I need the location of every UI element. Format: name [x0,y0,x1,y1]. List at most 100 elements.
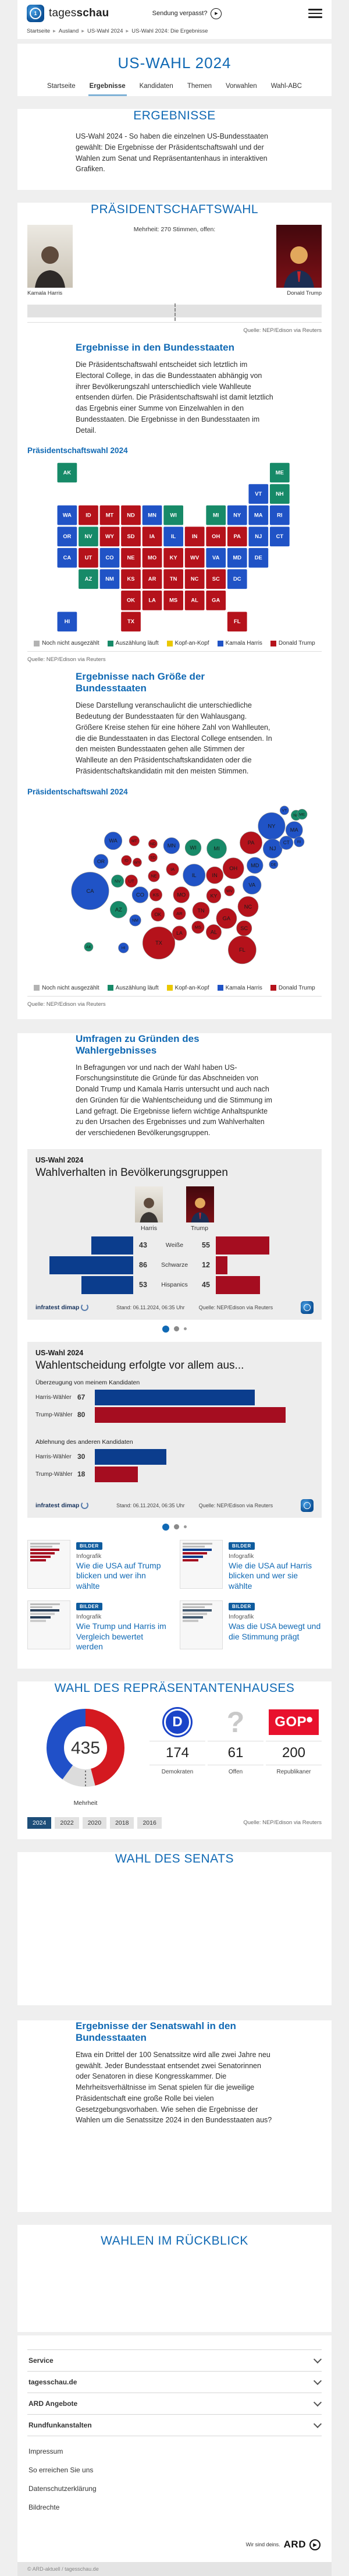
bubble-label-AL: AL [211,929,217,935]
breadcrumb-item[interactable]: Ausland [58,28,79,34]
footer-link-datenschutzerkl-rung[interactable]: Datenschutzerklärung [29,2485,97,2493]
accordion-label: tagesschau.de [29,2378,77,2386]
bubble-label-CT: CT [283,840,290,845]
teaser-title[interactable]: Wie die USA auf Trump blicken und wer ih… [76,1560,161,1591]
breadcrumb-item[interactable]: US-Wahl 2024 [87,28,123,34]
house-stat-demokraten: D 174 Demokraten [149,1704,205,1775]
tab-wahl-abc[interactable]: Wahl-ABC [270,83,302,90]
bubble-SD [148,852,158,862]
bubble-chart-title: Präsidentschaftswahl 2024 [27,787,128,796]
carousel-dot[interactable] [162,1523,169,1531]
carousel-dot[interactable] [184,1525,187,1529]
tagesschau-logo[interactable]: 1 tagesschau [27,5,109,22]
play-icon[interactable]: ▶ [211,8,222,19]
bubble-label-WY: WY [134,861,140,865]
bubble-label-AZ: AZ [115,906,122,912]
legend-item: Kopf-an-Kopf [166,985,209,991]
breadcrumb-item[interactable]: US-Wahl 2024: Die Ergebnisse [131,28,208,34]
legend-label: Auszählung läuft [115,640,159,647]
missed-broadcast-link[interactable]: Sendung verpasst? ▶ [152,8,222,19]
year-button-2022[interactable]: 2022 [55,1817,79,1829]
footer-link-so-erreichen-sie-uns[interactable]: So erreichen Sie uns [29,2466,94,2474]
legend-item: Donald Trump [270,640,315,646]
bubble-IA [166,863,179,876]
results-intro-card: ERGEBNISSE US-Wahl 2024 - So haben die e… [17,109,332,190]
year-button-2018[interactable]: 2018 [110,1817,134,1829]
teaser-card[interactable]: BILDER Infografik Wie die USA auf Trump bl… [27,1539,169,1592]
bubble-KS [149,888,162,901]
carousel-dot[interactable] [174,1524,179,1530]
polls-section-text: In Befragungen vor und nach der Wahl hab… [76,1063,272,1137]
voter-group-label: Trump-Wähler [35,1411,73,1418]
tab-ergebnisse[interactable]: Ergebnisse [88,79,127,96]
bubble-MO [173,886,190,903]
thumb-line [183,1542,213,1545]
state-tile-HI [57,612,77,632]
legend-item: Donald Trump [270,985,315,991]
bubble-label-NJ: NJ [269,846,276,851]
bubble-label-IN: IN [212,872,218,878]
footer-link-impressum[interactable]: Impressum [29,2447,63,2455]
thumb-bar [30,1616,51,1619]
legend-item: Auszählung läuft [107,640,159,647]
state-label-SD: SD [127,533,135,539]
teaser-title[interactable]: Wie die USA auf Harris blicken und wer s… [229,1560,312,1591]
party-label: Republikaner [276,1768,311,1775]
majority-note: Mehrheit: 270 Stimmen, offen: [133,226,216,233]
decision-infographic: US-Wahl 2024 Wahlentscheidung erfolgte v… [27,1341,322,1518]
senate-states-card: Ergebnisse der Senatswahl in den Bundess… [17,2020,332,2212]
bubble-label-IL: IL [192,872,197,878]
year-button-2024[interactable]: 2024 [27,1817,52,1829]
year-button-2016[interactable]: 2016 [137,1817,162,1829]
decision-value: 18 [77,1470,86,1479]
teaser-title[interactable]: Was die USA bewegt und die Stimmung präg… [229,1621,321,1641]
teaser-card[interactable]: BILDER Infografik Was die USA bewegt und d… [180,1600,322,1652]
senate-states-text: Etwa ein Drittel der 100 Senatssitze wir… [76,2050,272,2125]
tagesschau-logo-text: tagesschau [49,7,109,19]
divider [27,322,322,323]
bubble-label-CO: CO [136,892,144,897]
states-section-title: Ergebnisse in den Bundesstaaten [76,342,235,353]
category-label: Hispanics [161,1281,188,1289]
breadcrumb-item[interactable]: Startseite [27,28,51,34]
footer-accordion-rundfunkanstalten[interactable]: Rundfunkanstalten [27,2414,322,2436]
demographics-bars: 43 Weiße 55 86 Schwarze 12 53 Hispanics 45 [35,1236,314,1294]
tab-vorwahlen[interactable]: Vorwahlen [226,83,257,90]
footer-accordion-tagesschau-de[interactable]: tagesschau.de [27,2371,322,2393]
infratest-dimap-logo: infratest dimap [35,1303,89,1312]
tab-kandidaten[interactable]: Kandidaten [139,83,173,90]
legend-swatch [270,640,276,646]
state-tile-ND [121,506,141,525]
tab-themen[interactable]: Themen [187,83,212,90]
trump-value: 45 [202,1281,210,1289]
footer-accordion-ard-angebote[interactable]: ARD Angebote [27,2393,322,2414]
demographics-kicker: US-Wahl 2024 [35,1156,84,1164]
state-tile-LA [142,591,162,610]
carousel-dot[interactable] [174,1326,179,1332]
house-card: WAHL DES REPRÄSENTANTENHAUSES 435 Mehrhe… [17,1681,332,1839]
carousel-dot[interactable] [162,1325,169,1333]
legend-swatch [166,985,173,991]
state-label-NY: NY [233,513,241,518]
senate-title: WAHL DES SENATS [115,1851,234,1865]
year-button-2020[interactable]: 2020 [82,1817,107,1829]
bubble-NJ [262,838,283,858]
carousel-dot[interactable] [184,1327,187,1331]
bubble-AR [173,906,186,920]
bubble-WV [224,885,235,896]
teaser-title[interactable]: Wie Trump und Harris im Vergleich bewert… [76,1621,166,1652]
state-label-NV: NV [84,533,92,539]
trump-bar-zone [216,1236,314,1255]
footer-accordion-service[interactable]: Service [27,2349,322,2371]
dimap-icon [81,1501,89,1510]
tab-startseite[interactable]: Startseite [47,83,76,90]
teaser-card[interactable]: BILDER Infografik Wie Trump und Harris im … [27,1600,169,1652]
thumb-bar [30,1620,46,1623]
infographic-footer: infratest dimap Stand: 06.11.2024, 06:35… [35,1499,314,1512]
bubble-label-VA: VA [248,882,255,888]
teaser-card[interactable]: BILDER Infografik Wie die USA auf Harris b… [180,1539,322,1592]
state-label-VA: VA [212,555,220,561]
bubble-label-IA: IA [170,867,174,872]
footer-link-bildrechte[interactable]: Bildrechte [29,2503,60,2511]
hamburger-menu-icon[interactable] [308,9,322,18]
